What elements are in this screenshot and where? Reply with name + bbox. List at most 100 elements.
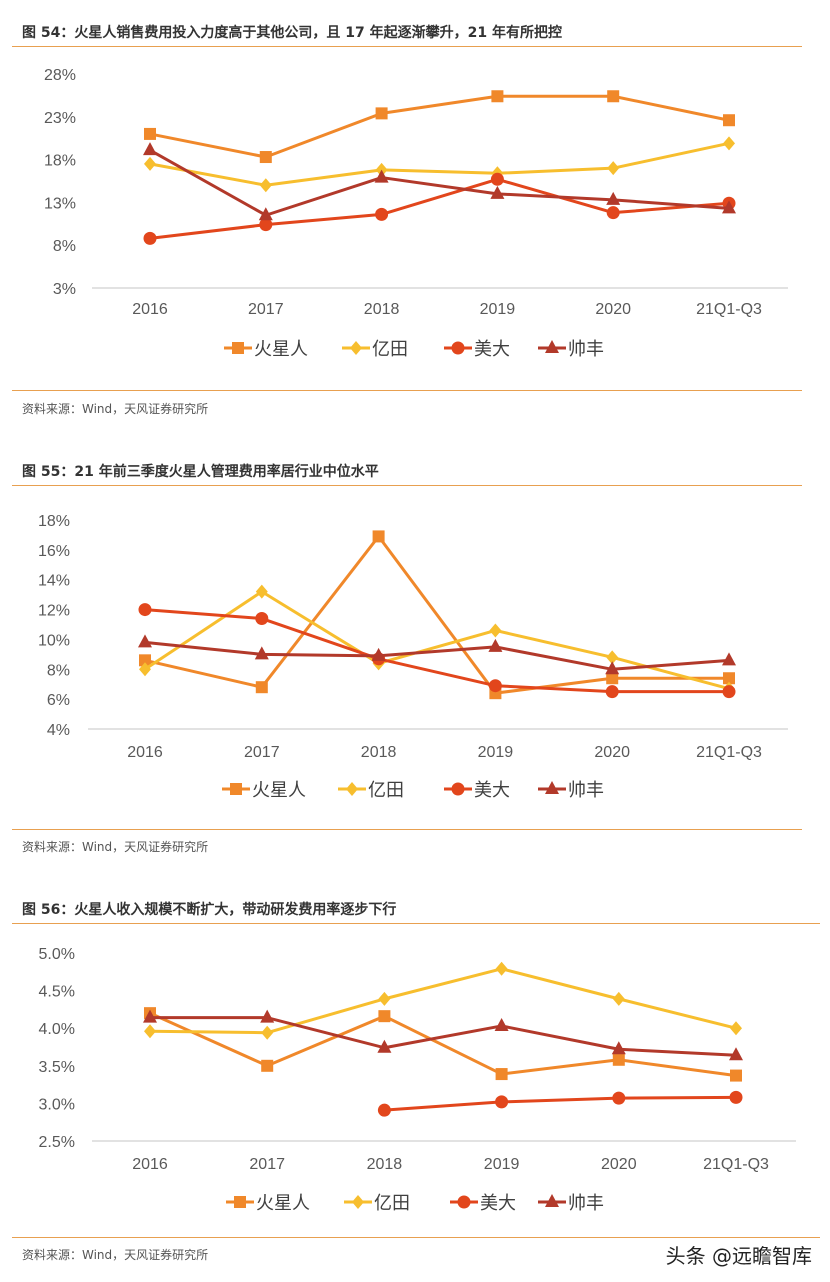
legend-marker (545, 340, 559, 353)
data-point-火星人 (378, 1010, 391, 1023)
x-tick-label: 2019 (478, 744, 514, 761)
x-tick-label: 2019 (484, 1156, 520, 1173)
data-point-火星人 (375, 107, 388, 120)
data-point-亿田 (607, 161, 620, 176)
data-point-亿田 (495, 961, 508, 976)
x-tick-label: 2020 (595, 301, 631, 318)
legend-label: 亿田 (372, 339, 408, 360)
data-point-亿田 (259, 178, 272, 193)
chart-54: 3% 8% 13% 18% 23% 28% 2016 2017 2018 2019 2020 21Q1… (44, 67, 788, 360)
y-tick-label: 2.5% (39, 1134, 75, 1151)
data-point-亿田 (378, 991, 391, 1006)
legend-label: 帅丰 (568, 1193, 604, 1214)
data-point-帅丰 (722, 200, 736, 214)
legend-marker (232, 342, 244, 354)
legend-marker (451, 782, 465, 796)
data-point-火星人 (723, 672, 735, 685)
source-divider (12, 390, 802, 391)
data-point-帅丰 (611, 1041, 626, 1055)
legend-marker (346, 782, 358, 796)
chart-54-title: 图 54：火星人销售费用投入力度高于其他公司，且 17 年起逐渐攀升，21 年有… (22, 25, 562, 41)
series-line-火星人 (149, 94, 730, 159)
y-tick-label: 28% (44, 67, 76, 84)
x-tick-label: 2017 (244, 744, 280, 761)
data-point-美大 (729, 1090, 743, 1104)
x-tick-label: 21Q1-Q3 (703, 1156, 769, 1173)
data-point-帅丰 (377, 1039, 392, 1053)
legend-label: 火星人 (254, 339, 308, 360)
data-point-亿田 (261, 1025, 274, 1040)
data-point-火星人 (606, 672, 619, 685)
title-divider (12, 485, 802, 486)
data-point-亿田 (144, 1024, 156, 1039)
legend-marker (545, 1194, 559, 1207)
y-tick-label: 8% (47, 662, 70, 679)
x-tick-label: 2019 (480, 301, 516, 318)
x-tick-label: 2016 (132, 1156, 168, 1173)
x-tick-label: 2017 (249, 1156, 285, 1173)
data-point-帅丰 (606, 191, 621, 205)
data-point-帅丰 (260, 1009, 275, 1023)
data-point-亿田 (255, 584, 268, 599)
data-point-帅丰 (488, 638, 503, 652)
data-point-火星人 (723, 114, 735, 127)
data-point-美大 (138, 603, 152, 617)
data-point-火星人 (372, 530, 385, 543)
data-point-帅丰 (605, 661, 620, 675)
data-point-美大 (255, 612, 269, 626)
data-point-帅丰 (143, 1009, 157, 1023)
x-tick-label: 21Q1-Q3 (696, 301, 762, 318)
data-point-美大 (143, 231, 157, 245)
series-line-火星人 (144, 534, 729, 695)
data-point-亿田 (606, 650, 619, 665)
legend-marker (457, 1195, 471, 1209)
title-divider (12, 46, 802, 47)
y-tick-label: 13% (44, 195, 76, 212)
legend-label: 火星人 (256, 1193, 310, 1214)
data-point-美大 (612, 1091, 626, 1105)
data-point-帅丰 (494, 1017, 509, 1031)
source-divider (12, 829, 802, 830)
y-tick-label: 3.0% (39, 1096, 75, 1113)
legend-marker (352, 1195, 364, 1209)
data-point-帅丰 (138, 634, 152, 648)
legend-marker (230, 783, 242, 795)
legend-marker (350, 341, 362, 355)
series-line-帅丰 (144, 640, 730, 671)
x-tick-label: 2017 (248, 301, 284, 318)
series-line-美大 (144, 608, 729, 694)
data-point-帅丰 (374, 169, 389, 183)
data-point-亿田 (612, 991, 625, 1006)
data-point-火星人 (259, 151, 272, 164)
legend-label: 美大 (474, 780, 510, 801)
chart-56: 2.5% 3.0% 3.5% 4.0% 4.5% 5.0% 2016 2017 2018 2019… (39, 946, 796, 1214)
series-line-亿田 (149, 141, 730, 187)
data-point-美大 (259, 218, 273, 232)
data-point-亿田 (723, 136, 735, 151)
chart-56-source: 资料来源：Wind，天风证券研究所 (22, 1248, 209, 1262)
legend-label: 帅丰 (568, 339, 604, 360)
data-point-火星人 (144, 127, 156, 140)
y-tick-label: 5.0% (39, 946, 75, 963)
y-tick-label: 8% (53, 238, 76, 255)
data-point-帅丰 (722, 652, 736, 666)
y-tick-label: 6% (47, 692, 70, 709)
chart-56-title: 图 56：火星人收入规模不断扩大，带动研发费用率逐步下行 (22, 902, 397, 918)
data-point-美大 (722, 685, 736, 699)
x-tick-label: 2016 (132, 301, 168, 318)
data-point-美大 (606, 206, 620, 220)
legend-label: 亿田 (374, 1193, 410, 1214)
x-tick-label: 2020 (601, 1156, 637, 1173)
x-tick-label: 2016 (127, 744, 163, 761)
data-point-火星人 (139, 654, 151, 667)
data-point-美大 (377, 1103, 391, 1117)
data-point-火星人 (261, 1059, 274, 1072)
y-tick-label: 16% (38, 543, 70, 560)
data-point-帅丰 (490, 185, 505, 199)
y-tick-label: 12% (38, 603, 70, 620)
x-tick-label: 2018 (367, 1156, 403, 1173)
data-point-帅丰 (371, 647, 386, 661)
source-divider (12, 1237, 820, 1238)
data-point-帅丰 (729, 1047, 743, 1061)
legend-marker (451, 341, 465, 355)
